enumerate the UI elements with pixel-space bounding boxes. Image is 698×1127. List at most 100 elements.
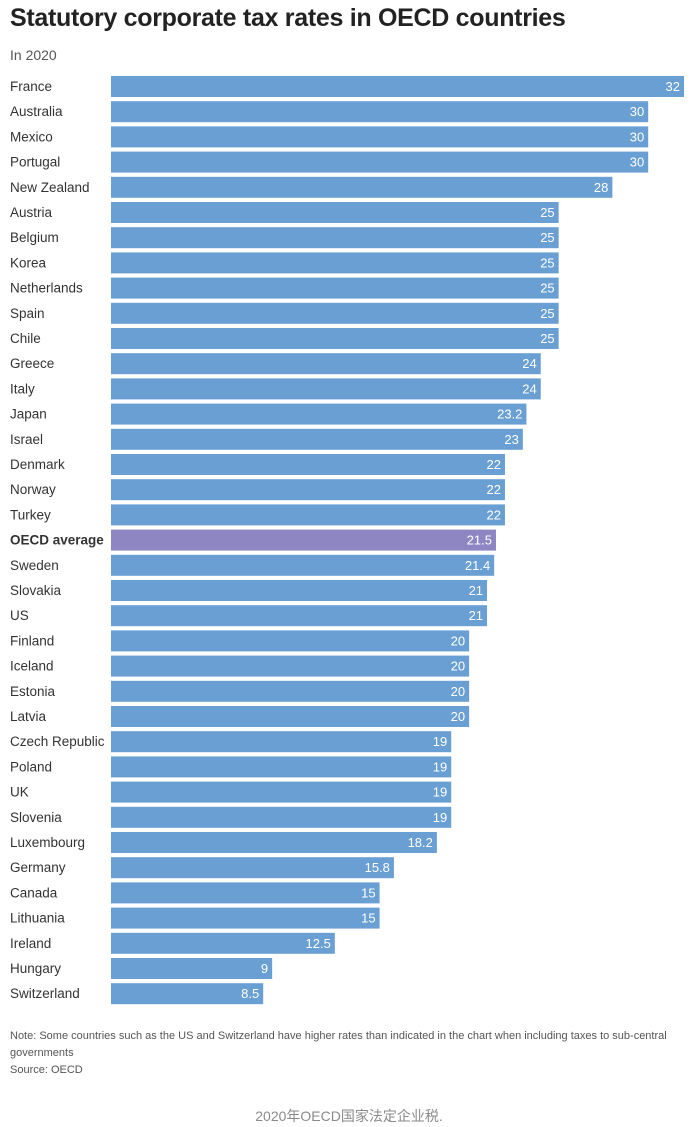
bar-value-label: 21.4 (465, 558, 490, 573)
bar-value-label: 15.8 (365, 860, 390, 875)
bar (111, 126, 649, 148)
bar (111, 277, 559, 299)
bar-chart: France 32 Australia 30 Mexico 30 Portugal 30 New… (10, 76, 684, 1005)
bar-value-label: 23.2 (497, 407, 522, 422)
category-label: France (10, 79, 52, 94)
category-label: Belgium (10, 230, 59, 245)
category-label: Canada (10, 885, 58, 900)
bar (111, 479, 505, 501)
category-label: Australia (10, 104, 63, 119)
category-label: New Zealand (10, 180, 90, 195)
bar (111, 554, 495, 576)
category-label: Latvia (10, 709, 47, 724)
bar-value-label: 21 (469, 583, 483, 598)
bar (111, 806, 452, 828)
category-label: Hungary (10, 961, 61, 976)
category-label: Korea (10, 255, 47, 270)
category-label: Israel (10, 432, 43, 447)
bar (111, 353, 541, 375)
category-label: Lithuania (10, 911, 65, 926)
bar (111, 605, 488, 627)
bar-value-label: 30 (630, 104, 644, 119)
average-bar (111, 529, 496, 551)
bar-value-label: 22 (486, 457, 500, 472)
bar-value-label: 9 (261, 961, 268, 976)
bar (111, 882, 380, 904)
bar-value-label: 21 (469, 608, 483, 623)
bar-value-label: 22 (486, 507, 500, 522)
bar-value-label: 24 (522, 356, 536, 371)
bar-value-label: 24 (522, 381, 536, 396)
bar (111, 907, 380, 929)
bar (111, 403, 527, 425)
category-label: Slovakia (10, 583, 62, 598)
category-label: Luxembourg (10, 835, 85, 850)
category-label: Switzerland (10, 986, 80, 1001)
category-label: UK (10, 785, 29, 800)
bar-value-label: 15 (361, 885, 375, 900)
bar-value-label: 12.5 (306, 936, 331, 951)
bar (111, 932, 335, 954)
bar (111, 101, 649, 123)
bar-value-label: 20 (451, 709, 465, 724)
bar-value-label: 19 (433, 810, 447, 825)
category-label: Mexico (10, 129, 53, 144)
bar (111, 176, 613, 198)
bar-value-label: 19 (433, 785, 447, 800)
bar (111, 252, 559, 274)
category-label: Finland (10, 633, 54, 648)
category-label: US (10, 608, 29, 623)
bar (111, 227, 559, 249)
category-label: OECD average (10, 533, 104, 548)
chart-subtitle: In 2020 (10, 47, 57, 63)
bar-value-label: 32 (666, 79, 680, 94)
bar (111, 504, 505, 526)
chart-source: Source: OECD (10, 1064, 83, 1076)
bar (111, 731, 452, 753)
category-label: Spain (10, 306, 45, 321)
bar-value-label: 20 (451, 633, 465, 648)
bar (111, 983, 264, 1005)
category-label: Iceland (10, 659, 54, 674)
bar-value-label: 25 (540, 255, 554, 270)
category-label: Italy (10, 381, 35, 396)
chart-card: Statutory corporate tax rates in OECD co… (10, 4, 684, 1079)
bar-value-label: 19 (433, 759, 447, 774)
bar (111, 76, 684, 97)
bar (111, 958, 273, 979)
category-label: Slovenia (10, 810, 62, 825)
bar (111, 428, 523, 450)
bar (111, 706, 470, 727)
category-label: Greece (10, 356, 54, 371)
bar-value-label: 15 (361, 911, 375, 926)
image-caption: 2020年OECD国家法定企业税. (255, 1108, 443, 1124)
bar (111, 202, 559, 223)
bar-value-label: 25 (540, 230, 554, 245)
category-label: Sweden (10, 558, 59, 573)
bar (111, 151, 649, 173)
chart-note: Note: Some countries such as the US and … (10, 1030, 667, 1059)
bar-value-label: 8.5 (241, 986, 259, 1001)
bar-value-label: 30 (630, 129, 644, 144)
bar (111, 302, 559, 324)
bar-value-label: 18.2 (408, 835, 433, 850)
bar-value-label: 30 (630, 155, 644, 170)
bar-value-label: 21.5 (467, 533, 492, 548)
category-label: Japan (10, 407, 47, 422)
bar (111, 655, 470, 677)
bar-value-label: 28 (594, 180, 608, 195)
bar-value-label: 20 (451, 684, 465, 699)
bar-value-label: 25 (540, 281, 554, 296)
category-label: Portugal (10, 155, 60, 170)
chart-notes: Note: Some countries such as the US and … (10, 1028, 680, 1079)
category-label: Germany (10, 860, 66, 875)
category-label: Denmark (10, 457, 65, 472)
category-label: Ireland (10, 936, 51, 951)
bar (111, 580, 488, 601)
category-label: Turkey (10, 507, 51, 522)
category-label: Norway (10, 482, 56, 497)
bar (111, 630, 470, 652)
bar (111, 680, 470, 702)
bar-value-label: 25 (540, 205, 554, 220)
bar-value-label: 25 (540, 331, 554, 346)
